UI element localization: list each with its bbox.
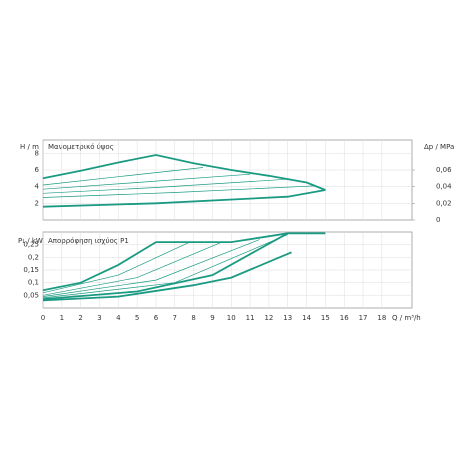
y-axis-label: H / m: [20, 143, 39, 151]
y2-tick-label: 0,06: [436, 166, 452, 174]
x-tick-label: 6: [154, 314, 159, 322]
x-tick-label: 9: [210, 314, 214, 322]
x-tick-label: 17: [359, 314, 368, 322]
x-tick-label: 7: [173, 314, 177, 322]
curve: [42, 167, 204, 186]
y-tick-label: 2: [35, 199, 39, 207]
x-tick-label: 12: [264, 314, 273, 322]
curve: [42, 189, 326, 208]
curve: [42, 241, 223, 296]
curve: [42, 154, 326, 191]
y-tick-label: 0,15: [23, 266, 39, 274]
y-tick-label: 0,2: [28, 253, 39, 261]
curve: [42, 178, 288, 194]
panel-title: Απορρόφηση ισχύος P1: [48, 237, 129, 245]
x-tick-label: 8: [191, 314, 195, 322]
curve: [42, 173, 251, 190]
x-tick-label: 15: [321, 314, 330, 322]
x-axis-label: Q / m³/h: [392, 314, 421, 322]
y2-tick-label: 0: [436, 216, 440, 224]
y-tick-label: 8: [35, 149, 39, 157]
y-tick-label: 6: [35, 166, 40, 174]
curve: [42, 251, 292, 302]
x-tick-label: 10: [227, 314, 236, 322]
x-tick-label: 11: [246, 314, 255, 322]
y2-axis-label: Δp / MPa: [424, 143, 454, 151]
x-tick-label: 5: [135, 314, 139, 322]
curve: [42, 241, 190, 294]
curve: [42, 185, 317, 198]
curve: [42, 232, 289, 300]
x-tick-label: 2: [78, 314, 82, 322]
y2-tick-label: 0,04: [436, 183, 452, 191]
y-tick-label: 0,05: [23, 291, 39, 299]
x-tick-label: 14: [302, 314, 311, 322]
x-tick-label: 13: [283, 314, 292, 322]
curve: [42, 239, 260, 297]
y-axis-label: P₁ / kW: [18, 237, 43, 245]
y2-tick-label: 0,02: [436, 199, 452, 207]
y-tick-label: 4: [35, 183, 40, 191]
y-tick-label: 0,25: [23, 241, 39, 249]
panel-title: Μανομετρικό ύψος: [48, 143, 114, 151]
y-tick-label: 0,1: [28, 279, 39, 287]
x-tick-label: 18: [377, 314, 386, 322]
x-tick-label: 16: [340, 314, 349, 322]
x-tick-label: 1: [60, 314, 64, 322]
x-tick-label: 0: [41, 314, 45, 322]
x-tick-label: 4: [116, 314, 121, 322]
x-tick-label: 3: [97, 314, 101, 322]
